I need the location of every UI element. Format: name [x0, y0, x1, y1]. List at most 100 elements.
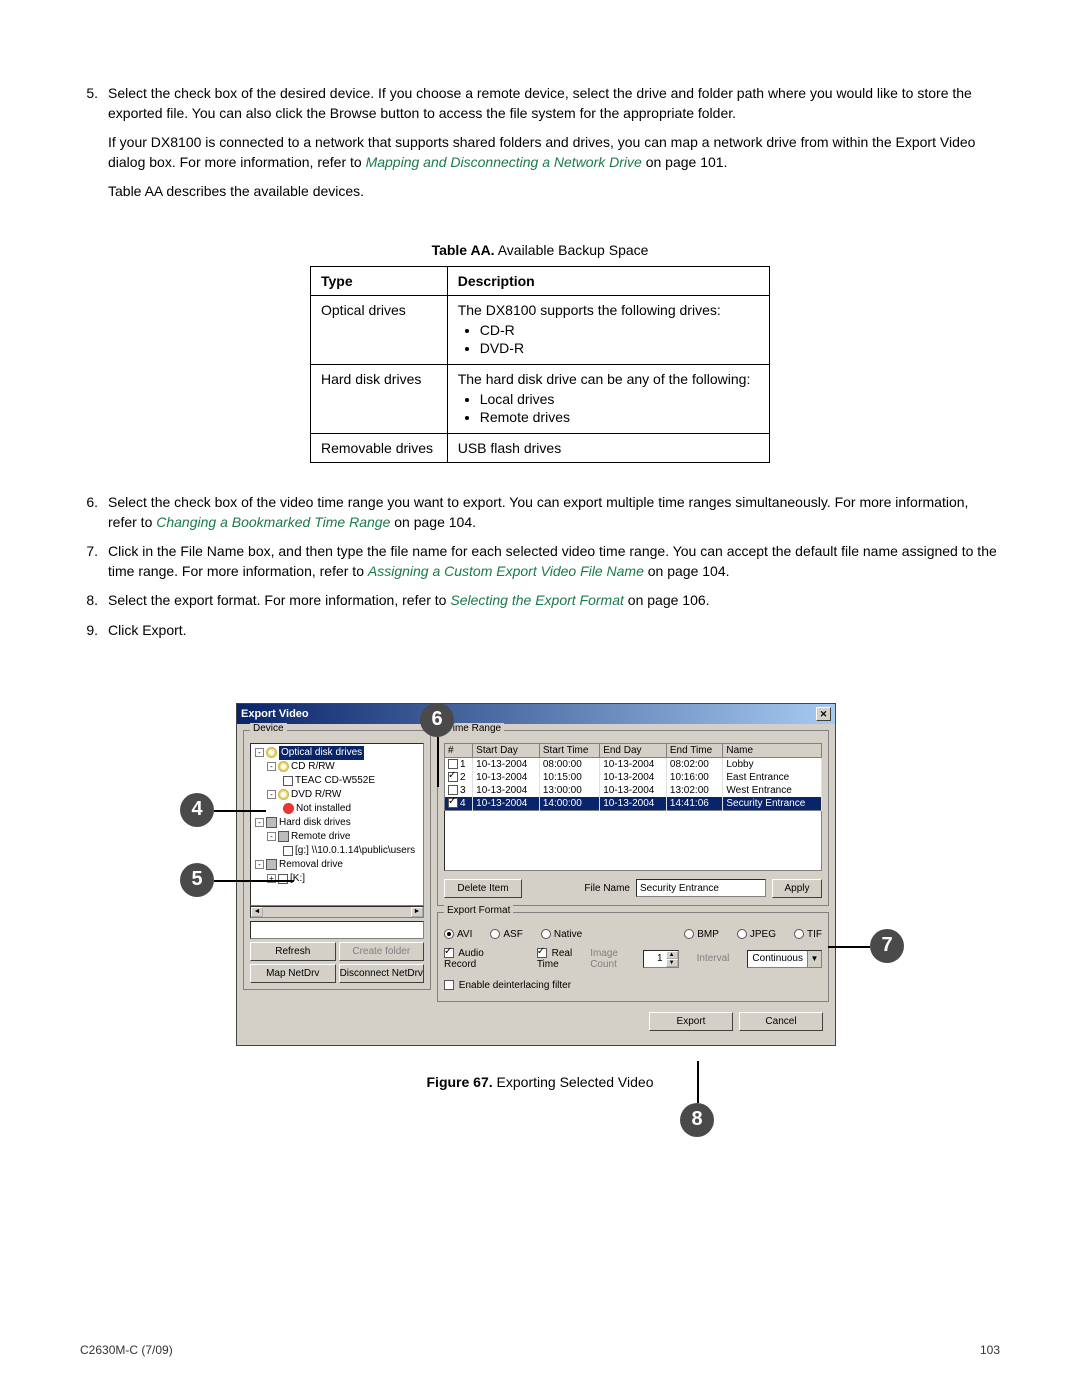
minus-icon[interactable]: - [267, 832, 276, 841]
callout-8-line [697, 1061, 699, 1103]
disc-icon [278, 761, 289, 772]
filename-label: File Name [584, 883, 630, 894]
chk-real-time[interactable]: Real Time [537, 948, 590, 970]
cell-rem-desc: USB flash drives [447, 433, 769, 462]
callout-5: 5 [180, 863, 214, 897]
table-aa-caption: Table AA. Available Backup Space [80, 242, 1000, 258]
export-format-label: Export Format [444, 905, 513, 916]
link-custom-filename[interactable]: Assigning a Custom Export Video File Nam… [368, 563, 644, 579]
time-range-table[interactable]: # Start Day Start Time End Day End Time … [444, 743, 822, 811]
chevron-down-icon[interactable]: ▼ [807, 951, 821, 967]
checkbox-icon[interactable] [283, 776, 293, 786]
scroll-right-icon[interactable]: ► [411, 907, 423, 917]
footer-left: C2630M-C (7/09) [80, 1343, 173, 1357]
step-5-text-c: Table AA describes the available devices… [108, 182, 1000, 202]
step-8: 8. Select the export format. For more in… [80, 591, 1000, 611]
horizontal-scrollbar[interactable]: ◄ ► [250, 906, 424, 918]
row-checkbox[interactable] [448, 785, 458, 795]
callout-7: 7 [870, 929, 904, 963]
chk-deinterlacing[interactable]: Enable deinterlacing filter [444, 980, 571, 991]
close-icon[interactable]: ✕ [816, 707, 831, 721]
callout-8: 8 [680, 1103, 714, 1137]
th-type: Type [311, 266, 448, 295]
step-5: 5. Select the check box of the desired d… [80, 84, 1000, 123]
drive-icon [266, 859, 277, 870]
step-9: 9. Click Export. [80, 621, 1000, 641]
chk-audio-record[interactable]: Audio Record [444, 948, 511, 970]
export-video-dialog: Export Video ✕ Device -Optical disk driv… [236, 703, 836, 1046]
spinner-up-icon[interactable]: ▲ [666, 951, 678, 959]
image-count-label: Image Count [590, 948, 624, 970]
filename-input[interactable] [636, 879, 766, 897]
page-footer: C2630M-C (7/09) 103 [80, 1343, 1000, 1357]
export-button[interactable]: Export [649, 1012, 733, 1031]
cell-optical-type: Optical drives [311, 295, 448, 364]
checkbox-icon[interactable] [278, 874, 288, 884]
interval-dropdown[interactable]: Continuous ▼ [747, 950, 822, 968]
device-label: Device [250, 723, 287, 734]
table-row[interactable]: 210-13-200410:15:0010-13-200410:16:00Eas… [445, 771, 822, 784]
link-export-format[interactable]: Selecting the Export Format [450, 592, 624, 608]
table-row[interactable]: 410-13-200414:00:0010-13-200414:41:06Sec… [445, 797, 822, 811]
disconnect-netdrv-button[interactable]: Disconnect NetDrv [339, 964, 425, 983]
cell-rem-type: Removable drives [311, 433, 448, 462]
checkbox-icon[interactable] [283, 846, 293, 856]
disc-icon [266, 747, 277, 758]
step-6: 6. Select the check box of the video tim… [80, 493, 1000, 532]
dialog-title: Export Video [241, 708, 309, 720]
callout-7-line [828, 946, 870, 948]
th-desc: Description [447, 266, 769, 295]
radio-asf[interactable]: ASF [490, 929, 522, 940]
row-checkbox[interactable] [448, 772, 458, 782]
table-row[interactable]: 110-13-200408:00:0010-13-200408:02:00Lob… [445, 757, 822, 771]
callout-5-line [214, 880, 294, 882]
create-folder-button[interactable]: Create folder [339, 942, 425, 961]
radio-jpeg[interactable]: JPEG [737, 929, 776, 940]
minus-icon[interactable]: - [255, 818, 264, 827]
export-format-group: Export Format AVI ASF Native BMP JPEG [437, 912, 829, 1002]
callout-4: 4 [180, 793, 214, 827]
plus-icon[interactable]: + [267, 874, 276, 883]
step-7: 7. Click in the File Name box, and then … [80, 542, 1000, 581]
step-5-text-a: Select the check box of the desired devi… [108, 84, 1000, 123]
disc-icon [278, 789, 289, 800]
map-netdrv-button[interactable]: Map NetDrv [250, 964, 336, 983]
link-bookmark-range[interactable]: Changing a Bookmarked Time Range [156, 514, 390, 530]
cancel-button[interactable]: Cancel [739, 1012, 823, 1031]
radio-avi[interactable]: AVI [444, 929, 472, 940]
error-icon [283, 803, 294, 814]
minus-icon[interactable]: - [267, 790, 276, 799]
radio-tif[interactable]: TIF [794, 929, 822, 940]
figure-67: 6 4 5 7 8 Export Video ✕ Device -Optical… [180, 703, 900, 1090]
scroll-left-icon[interactable]: ◄ [251, 907, 263, 917]
spinner-down-icon[interactable]: ▼ [666, 959, 678, 967]
refresh-button[interactable]: Refresh [250, 942, 336, 961]
radio-bmp[interactable]: BMP [684, 929, 719, 940]
image-count-spinner[interactable]: 1 ▲▼ [643, 950, 679, 968]
row-checkbox[interactable] [448, 759, 458, 769]
link-mapping-drive[interactable]: Mapping and Disconnecting a Network Driv… [366, 154, 642, 170]
minus-icon[interactable]: - [255, 860, 264, 869]
drive-icon [266, 817, 277, 828]
device-group: Device -Optical disk drives -CD R/RW TEA… [243, 730, 431, 990]
row-checkbox[interactable] [448, 798, 458, 808]
figure-caption: Figure 67. Exporting Selected Video [180, 1074, 900, 1090]
dialog-titlebar[interactable]: Export Video ✕ [237, 704, 835, 724]
cell-hdd-type: Hard disk drives [311, 364, 448, 433]
apply-button[interactable]: Apply [772, 879, 822, 898]
step-5-text-b: If your DX8100 is connected to a network… [108, 133, 1000, 172]
interval-label: Interval [697, 953, 730, 964]
table-aa: Type Description Optical drives The DX81… [310, 266, 770, 463]
callout-4-line [214, 810, 266, 812]
minus-icon[interactable]: - [267, 762, 276, 771]
delete-item-button[interactable]: Delete Item [444, 879, 522, 898]
callout-6: 6 [420, 703, 454, 737]
callout-6-line [437, 737, 439, 787]
radio-native[interactable]: Native [541, 929, 582, 940]
cell-hdd-desc: The hard disk drive can be any of the fo… [447, 364, 769, 433]
time-range-group: Time Range # Start Day Start Time End Da… [437, 730, 829, 906]
footer-right: 103 [980, 1343, 1000, 1357]
path-input[interactable] [250, 921, 424, 939]
table-row[interactable]: 310-13-200413:00:0010-13-200413:02:00Wes… [445, 784, 822, 797]
minus-icon[interactable]: - [255, 748, 264, 757]
